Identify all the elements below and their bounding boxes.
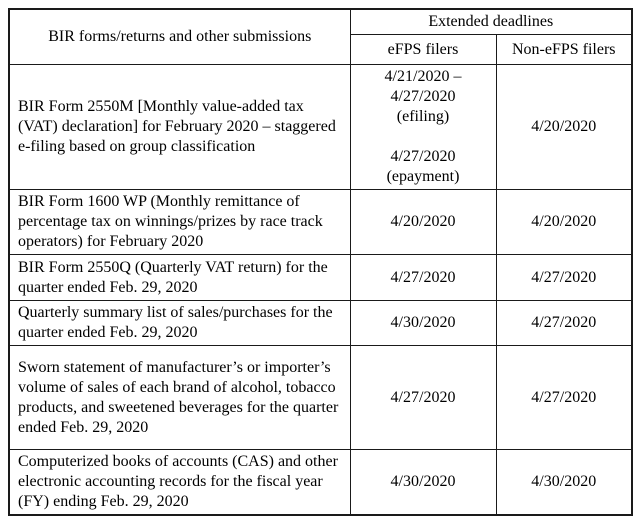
table-row: BIR Form 2550M [Monthly value-added tax … bbox=[8, 64, 633, 190]
page: BIR forms/returns and other submissions … bbox=[8, 8, 633, 516]
submission-description: Sworn statement of manufacturer’s or imp… bbox=[8, 345, 351, 450]
header-row-top: BIR forms/returns and other submissions … bbox=[8, 8, 633, 65]
submission-description: Computerized books of accounts (CAS) and… bbox=[8, 449, 351, 516]
efps-deadline: 4/27/2020 bbox=[349, 345, 497, 450]
header-extended-deadlines: Extended deadlines bbox=[349, 8, 633, 35]
non-efps-deadline: 4/20/2020 bbox=[495, 189, 633, 255]
submission-description: BIR Form 2550M [Monthly value-added tax … bbox=[8, 64, 351, 190]
non-efps-deadline: 4/27/2020 bbox=[495, 300, 633, 346]
bir-deadlines-table: BIR forms/returns and other submissions … bbox=[8, 8, 633, 516]
table-row: BIR Form 1600 WP (Monthly remittance of … bbox=[8, 189, 633, 255]
efps-deadline: 4/30/2020 bbox=[349, 300, 497, 346]
efps-deadline: 4/30/2020 bbox=[349, 449, 497, 516]
efps-deadline: 4/20/2020 bbox=[349, 189, 497, 255]
efps-deadline: 4/27/2020 bbox=[349, 254, 497, 301]
table-row: Quarterly summary list of sales/purchase… bbox=[8, 300, 633, 346]
submission-description: BIR Form 2550Q (Quarterly VAT return) fo… bbox=[8, 254, 351, 301]
submission-description: BIR Form 1600 WP (Monthly remittance of … bbox=[8, 189, 351, 255]
non-efps-deadline: 4/27/2020 bbox=[495, 254, 633, 301]
non-efps-deadline: 4/30/2020 bbox=[495, 449, 633, 516]
header-non-efps-filers: Non-eFPS filers bbox=[495, 34, 633, 65]
table-row: Computerized books of accounts (CAS) and… bbox=[8, 449, 633, 516]
submission-description: Quarterly summary list of sales/purchase… bbox=[8, 300, 351, 346]
non-efps-deadline: 4/20/2020 bbox=[495, 64, 633, 190]
table-row: Sworn statement of manufacturer’s or imp… bbox=[8, 345, 633, 450]
efps-deadline: 4/21/2020 – 4/27/2020 (efiling) 4/27/202… bbox=[349, 64, 497, 190]
header-submissions: BIR forms/returns and other submissions bbox=[8, 8, 351, 65]
header-row-sub: eFPS filers Non-eFPS filers bbox=[9, 34, 633, 65]
header-efps-filers: eFPS filers bbox=[349, 34, 497, 65]
table-row: BIR Form 2550Q (Quarterly VAT return) fo… bbox=[8, 254, 633, 301]
non-efps-deadline: 4/27/2020 bbox=[495, 345, 633, 450]
